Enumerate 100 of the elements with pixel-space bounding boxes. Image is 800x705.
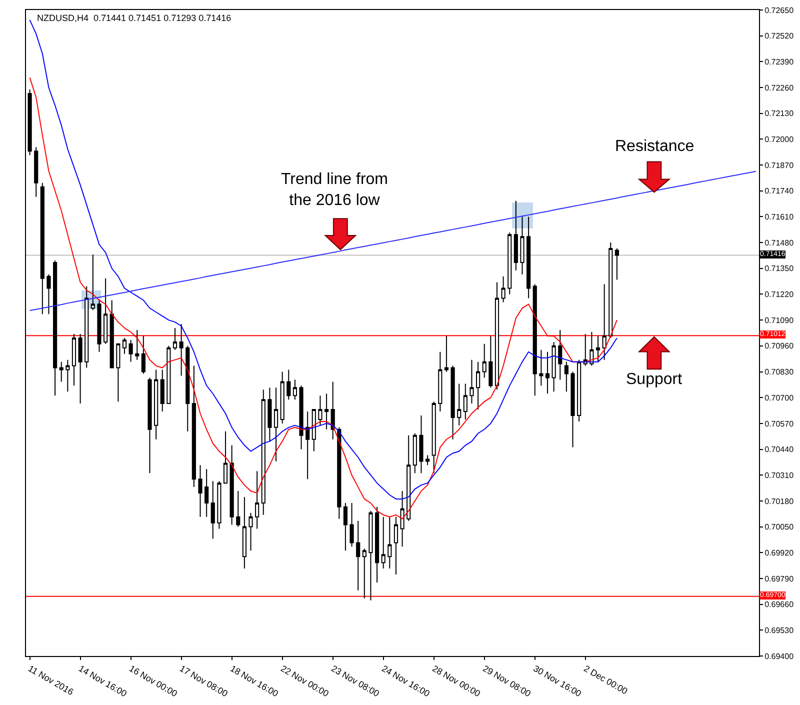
candlestick bbox=[400, 490, 404, 548]
candlestick bbox=[482, 343, 486, 378]
candlestick bbox=[539, 349, 544, 386]
candlestick bbox=[210, 480, 215, 540]
candlestick bbox=[230, 444, 234, 526]
y-tick-label: 0.69530 bbox=[764, 626, 794, 635]
candlestick bbox=[520, 216, 524, 275]
candlestick bbox=[312, 409, 316, 452]
candlestick bbox=[198, 464, 202, 518]
y-tick-label: 0.69920 bbox=[764, 548, 794, 558]
candlestick bbox=[330, 381, 335, 440]
y-tick-label: 0.69790 bbox=[764, 574, 794, 584]
candlestick bbox=[128, 339, 133, 362]
y-tick-label: 0.70180 bbox=[764, 496, 794, 506]
candlestick bbox=[552, 341, 556, 392]
candlestick bbox=[59, 361, 64, 382]
annotation: Support bbox=[626, 371, 683, 388]
candlestick bbox=[204, 468, 209, 518]
annotation: Trend line from the 2016 low bbox=[281, 171, 388, 209]
candlestick bbox=[72, 333, 76, 386]
candlestick bbox=[596, 335, 600, 362]
candlestick bbox=[337, 426, 342, 520]
candlestick bbox=[514, 200, 518, 271]
candlestick bbox=[558, 330, 562, 380]
candlestick bbox=[255, 470, 260, 530]
candlestick bbox=[614, 248, 619, 280]
candlestick bbox=[104, 278, 108, 344]
candlestick bbox=[292, 379, 297, 400]
candlestick bbox=[488, 335, 493, 388]
y-tick-label: 0.69400 bbox=[764, 652, 794, 661]
candlestick bbox=[463, 383, 468, 420]
candlestick bbox=[602, 284, 606, 360]
candlestick bbox=[457, 383, 462, 426]
candlestick bbox=[583, 333, 588, 366]
candlestick bbox=[261, 389, 266, 516]
x-tick-label: 14 Nov 16:00 bbox=[77, 663, 128, 699]
candlestick bbox=[432, 401, 436, 474]
candlestick bbox=[577, 359, 582, 422]
candlestick bbox=[406, 434, 411, 522]
y-tick-label: 0.70700 bbox=[764, 393, 794, 402]
candlestick bbox=[444, 335, 449, 372]
x-tick-label: 11 Nov 2016 bbox=[26, 663, 76, 698]
candlestick bbox=[78, 333, 82, 404]
candlestick bbox=[186, 345, 190, 432]
y-tick-label: 0.72650 bbox=[764, 6, 794, 15]
candlestick bbox=[148, 377, 152, 474]
candlestick bbox=[362, 548, 366, 599]
candlestick bbox=[217, 480, 222, 530]
y-tick-label: 0.70050 bbox=[764, 522, 794, 532]
y-tick-label: 0.72390 bbox=[764, 57, 794, 66]
candlestick bbox=[166, 345, 171, 404]
candlestick bbox=[141, 335, 146, 374]
candlestick bbox=[53, 260, 58, 396]
candlestick bbox=[381, 516, 386, 570]
y-tick-label: 0.70310 bbox=[764, 470, 794, 480]
y-tick-label: 0.72000 bbox=[764, 135, 794, 144]
candlestick bbox=[590, 332, 594, 366]
candlestick bbox=[40, 182, 44, 315]
candlestick bbox=[532, 284, 537, 396]
x-tick-label: 18 Nov 16:00 bbox=[228, 663, 280, 699]
y-tick-label: 0.70960 bbox=[764, 342, 794, 351]
candlestick bbox=[564, 361, 568, 392]
candlestick bbox=[450, 365, 455, 440]
candlestick bbox=[160, 369, 164, 412]
candlestick bbox=[154, 369, 158, 440]
candlestick bbox=[350, 502, 354, 548]
candlestick bbox=[84, 286, 89, 368]
y-tick-label: 0.72130 bbox=[764, 109, 794, 118]
candlestick bbox=[526, 216, 531, 299]
y-tick-label: 0.72260 bbox=[764, 83, 794, 92]
candlestick bbox=[608, 242, 613, 338]
candlestick bbox=[116, 343, 120, 402]
candlestick bbox=[388, 516, 392, 570]
candlestick bbox=[90, 254, 95, 311]
candlestick bbox=[508, 232, 512, 295]
candlestick bbox=[97, 300, 102, 352]
y-tick-label: 0.70570 bbox=[764, 419, 794, 428]
candlestick bbox=[223, 430, 228, 484]
candlestick bbox=[280, 371, 284, 424]
y-tick-label: 0.72520 bbox=[764, 32, 794, 41]
candlestick bbox=[476, 361, 480, 410]
candlestick bbox=[419, 414, 424, 474]
annotation: Resistance bbox=[615, 138, 694, 155]
candlestick bbox=[306, 411, 310, 480]
y-tick-label: 0.71740 bbox=[764, 186, 794, 196]
y-tick-label: 0.70440 bbox=[764, 445, 794, 454]
candlestick bbox=[470, 359, 474, 404]
y-tick-label: 0.70830 bbox=[764, 368, 794, 377]
candlestick bbox=[368, 510, 373, 601]
candlestick bbox=[494, 282, 500, 390]
candlestick bbox=[248, 512, 253, 552]
candlestick bbox=[425, 454, 430, 466]
y-tick-label: 0.71480 bbox=[764, 238, 794, 248]
candlestick bbox=[236, 490, 240, 528]
y-tick-label: 0.71090 bbox=[764, 316, 794, 325]
candlestick bbox=[46, 274, 51, 315]
candlestick bbox=[192, 365, 196, 488]
candlestick bbox=[374, 506, 380, 583]
chart-title: NZDUSD,H4 0.71441 0.71451 0.71293 0.71416 bbox=[37, 13, 232, 23]
candlestick bbox=[66, 359, 70, 392]
